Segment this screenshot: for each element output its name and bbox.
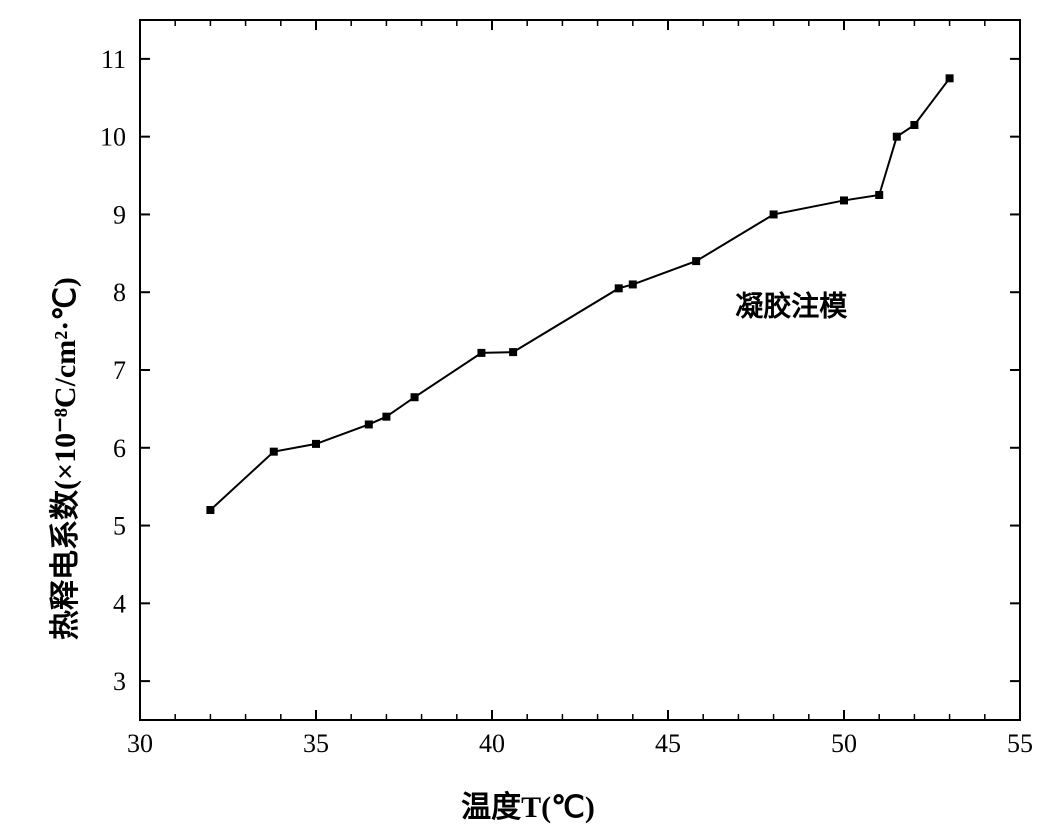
data-marker [510,349,517,356]
series-label: 凝胶注模 [735,290,848,323]
data-marker [383,413,390,420]
data-marker [876,192,883,199]
data-marker [693,258,700,265]
data-marker [841,197,848,204]
x-axis-label: 温度T(℃) [0,782,1056,826]
y-tick-label: 5 [113,512,126,541]
x-tick-label: 40 [479,729,505,758]
x-tick-label: 55 [1007,729,1033,758]
data-marker [365,421,372,428]
data-marker [270,448,277,455]
data-marker [478,349,485,356]
data-marker [770,211,777,218]
data-marker [615,285,622,292]
data-marker [411,394,418,401]
data-marker [893,133,900,140]
data-marker [207,507,214,514]
y-tick-label: 6 [113,434,126,463]
y-tick-label: 4 [113,589,126,618]
y-tick-label: 11 [101,45,126,74]
y-tick-label: 10 [100,123,126,152]
plot-frame [140,20,1020,720]
chart-container: 30354045505534567891011凝胶注模 温度T(℃) 热释电系数… [0,0,1056,835]
y-tick-label: 8 [113,278,126,307]
data-marker [946,75,953,82]
data-marker [313,440,320,447]
data-marker [629,281,636,288]
x-tick-label: 45 [655,729,681,758]
data-marker [911,122,918,129]
line-chart: 30354045505534567891011凝胶注模 [0,0,1056,835]
y-tick-label: 9 [113,200,126,229]
x-tick-label: 30 [127,729,153,758]
y-tick-label: 3 [113,667,126,696]
y-tick-label: 7 [113,356,126,385]
y-axis-label: 热释电系数(×10⁻⁸C/cm²·℃) [40,277,84,640]
x-tick-label: 35 [303,729,329,758]
x-tick-label: 50 [831,729,857,758]
